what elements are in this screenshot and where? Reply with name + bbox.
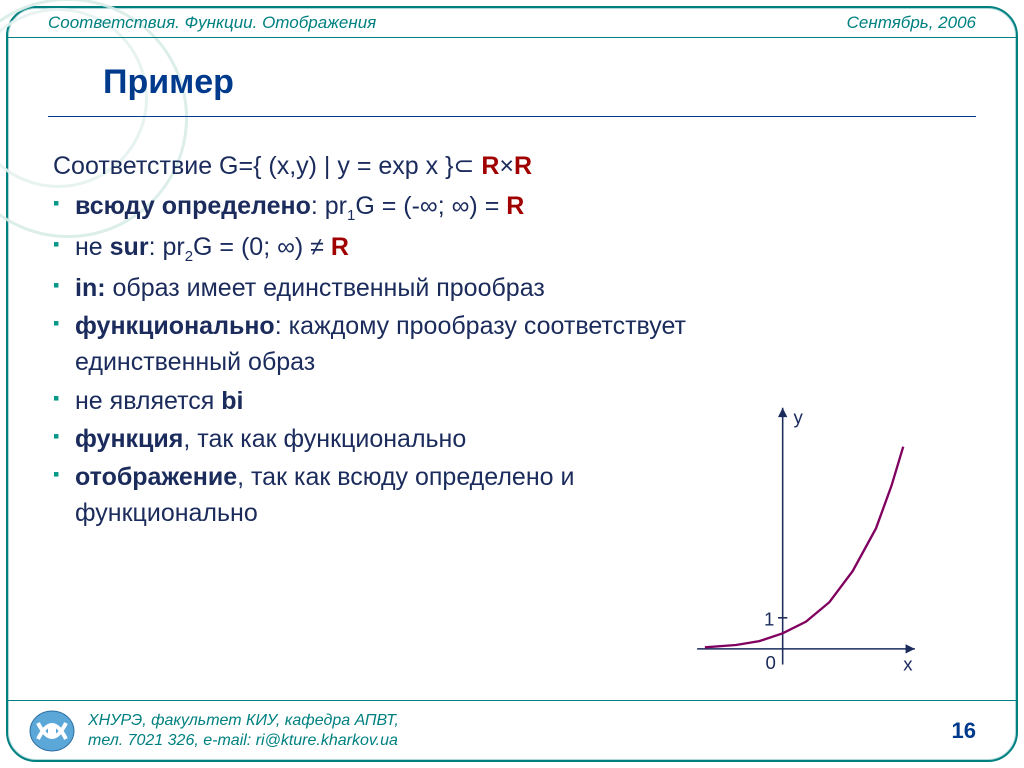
footer-text: ХНУРЭ, факультет КИУ, кафедра АПВТ, тел.… <box>88 711 399 749</box>
slide-frame: Соответствия. Функции. Отображения Сентя… <box>6 6 1018 762</box>
bullet-item: отображение, так как всюду определено и … <box>53 459 733 532</box>
x-axis-arrow <box>906 644 915 653</box>
x-label: x <box>903 654 913 675</box>
bullet-item: in: образ имеет единственный прообраз <box>53 270 733 306</box>
origin-label: 0 <box>766 652 776 673</box>
footer-bar: ХНУРЭ, факультет КИУ, кафедра АПВТ, тел.… <box>8 700 1016 760</box>
logo-icon <box>28 709 76 753</box>
one-label: 1 <box>764 609 774 630</box>
footer-line-1: ХНУРЭ, факультет КИУ, кафедра АПВТ, <box>88 711 399 730</box>
page-number: 16 <box>952 718 976 744</box>
bullet-item: функционально: каждому прообразу соответ… <box>53 308 733 381</box>
bullet-list: всюду определено: pr1G = (-∞; ∞) = Rне s… <box>53 188 733 531</box>
header-left: Соответствия. Функции. Отображения <box>48 13 376 33</box>
exp-chart: 1 0 x y <box>666 400 946 680</box>
bullet-item: не является bi <box>53 383 733 419</box>
y-label: y <box>794 406 804 427</box>
slide-title: Пример <box>103 63 234 102</box>
footer-line-2: тел. 7021 326, e-mail: ri@kture.kharkov.… <box>88 731 399 750</box>
bullet-item: всюду определено: pr1G = (-∞; ∞) = R <box>53 188 733 227</box>
main-line: Соответствие G={ (x,y) | y = exp x }⊂ R×… <box>53 148 733 184</box>
bullet-item: не sur: pr2G = (0; ∞) ≠ R <box>53 229 733 268</box>
header-right: Сентябрь, 2006 <box>847 13 976 33</box>
y-axis-arrow <box>778 408 787 417</box>
title-rule <box>48 116 976 117</box>
exp-curve <box>705 447 903 648</box>
header-bar: Соответствия. Функции. Отображения Сентя… <box>8 8 1016 38</box>
bullet-item: функция, так как функционально <box>53 421 733 457</box>
